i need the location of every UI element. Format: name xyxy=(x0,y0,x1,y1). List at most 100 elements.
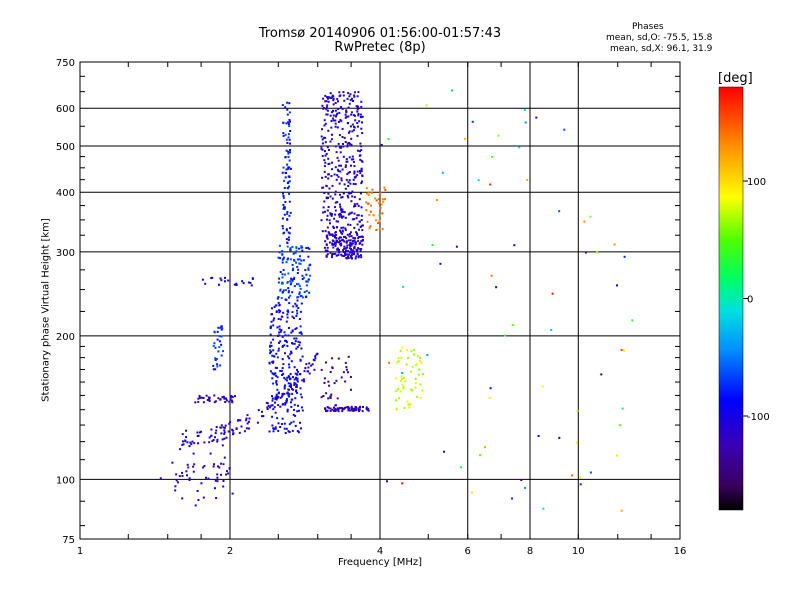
data-point xyxy=(288,363,290,366)
data-point xyxy=(208,398,211,401)
data-point xyxy=(288,232,291,235)
data-point xyxy=(360,219,363,221)
data-point xyxy=(216,438,219,441)
data-point xyxy=(338,91,341,94)
data-point xyxy=(324,141,327,144)
data-point xyxy=(348,102,351,105)
data-point xyxy=(332,103,335,106)
data-point xyxy=(286,163,289,166)
data-point xyxy=(299,325,302,328)
data-point xyxy=(302,259,305,262)
data-point xyxy=(345,115,348,118)
data-point xyxy=(354,257,357,260)
data-point xyxy=(413,353,416,356)
data-point xyxy=(490,274,493,277)
data-point xyxy=(277,404,280,407)
data-point xyxy=(346,97,349,100)
data-point xyxy=(296,283,298,286)
data-point xyxy=(228,400,231,403)
data-point xyxy=(359,406,361,409)
data-point xyxy=(277,429,280,432)
data-point xyxy=(202,401,205,404)
data-point xyxy=(419,383,422,386)
data-point xyxy=(277,301,280,304)
data-point xyxy=(420,361,423,364)
data-point xyxy=(307,255,310,258)
data-point xyxy=(331,233,334,236)
data-point xyxy=(224,401,227,403)
data-point xyxy=(275,398,278,401)
data-point xyxy=(194,401,197,404)
data-point xyxy=(327,206,330,208)
data-point xyxy=(215,358,218,360)
data-point xyxy=(297,268,300,271)
data-point xyxy=(289,120,291,123)
data-point xyxy=(356,105,359,108)
data-point xyxy=(309,274,312,277)
data-point xyxy=(284,339,286,342)
data-point xyxy=(271,307,273,310)
data-point xyxy=(323,170,326,173)
data-point xyxy=(320,147,323,150)
data-point xyxy=(353,205,355,208)
data-point xyxy=(289,227,292,230)
colorbar xyxy=(718,86,744,511)
data-point xyxy=(292,376,294,379)
data-point xyxy=(327,97,329,100)
data-point xyxy=(382,198,385,201)
phases-o-stats: mean, sd,O: -75.5, 15.8 xyxy=(606,33,713,43)
data-point xyxy=(350,192,353,195)
data-point xyxy=(353,196,356,199)
data-point xyxy=(383,186,386,189)
data-point xyxy=(329,213,332,216)
data-point xyxy=(287,136,290,139)
data-point xyxy=(402,285,405,288)
data-point xyxy=(365,187,368,190)
data-point xyxy=(222,395,225,398)
data-point xyxy=(541,385,544,388)
data-point xyxy=(366,192,368,195)
data-point xyxy=(291,263,294,266)
data-point xyxy=(272,382,275,385)
data-point xyxy=(271,313,273,316)
data-point xyxy=(288,214,291,217)
data-point xyxy=(347,257,350,260)
data-point xyxy=(280,370,283,372)
data-point xyxy=(202,397,205,399)
data-point xyxy=(334,252,337,255)
grid-lines xyxy=(80,62,680,539)
data-point xyxy=(305,247,308,249)
data-point xyxy=(380,203,383,206)
data-point xyxy=(320,219,323,222)
data-point xyxy=(290,398,293,401)
data-point xyxy=(293,276,296,279)
data-point xyxy=(303,276,305,279)
data-point xyxy=(344,247,347,250)
data-point xyxy=(350,388,352,391)
data-point xyxy=(291,329,294,332)
x-tick-label: 16 xyxy=(674,546,687,557)
data-point xyxy=(283,387,286,390)
data-point xyxy=(341,254,344,257)
data-point xyxy=(346,246,349,249)
data-point xyxy=(341,407,343,410)
data-point xyxy=(233,283,236,286)
data-point xyxy=(242,282,245,285)
data-point xyxy=(350,235,353,238)
data-point xyxy=(347,92,350,95)
data-point xyxy=(344,251,346,254)
data-point xyxy=(328,241,331,244)
data-point xyxy=(335,226,338,229)
data-point xyxy=(338,134,341,137)
data-point xyxy=(275,383,278,386)
data-point xyxy=(268,362,271,365)
data-point xyxy=(621,407,624,410)
data-point xyxy=(295,389,298,392)
data-point xyxy=(367,409,370,412)
data-point xyxy=(345,257,348,259)
data-point xyxy=(511,497,513,500)
data-point xyxy=(366,220,369,223)
data-point xyxy=(344,361,347,364)
data-point xyxy=(395,390,398,393)
data-point xyxy=(339,203,341,206)
